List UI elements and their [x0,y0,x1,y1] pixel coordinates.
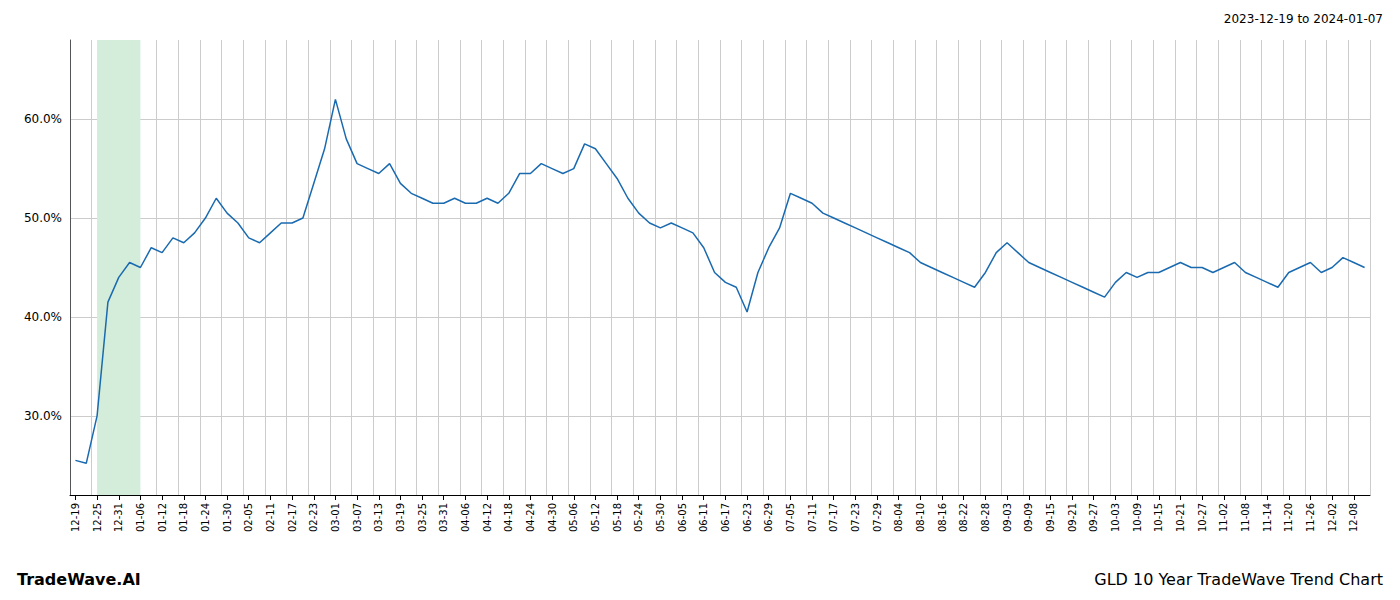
svg-text:07-17: 07-17 [828,503,839,532]
svg-text:06-23: 06-23 [742,503,753,532]
svg-text:08-16: 08-16 [937,503,948,532]
svg-text:12-31: 12-31 [113,503,124,532]
svg-text:07-05: 07-05 [785,503,796,532]
svg-text:10-15: 10-15 [1153,503,1164,532]
svg-text:TradeWave.AI: TradeWave.AI [17,570,141,589]
svg-text:10-09: 10-09 [1132,503,1143,532]
svg-text:02-17: 02-17 [287,503,298,532]
svg-text:01-24: 01-24 [200,503,211,532]
svg-text:03-13: 03-13 [373,503,384,532]
svg-text:05-12: 05-12 [590,503,601,532]
svg-text:06-17: 06-17 [720,503,731,532]
svg-text:10-03: 10-03 [1110,503,1121,532]
svg-text:11-02: 11-02 [1218,503,1229,532]
svg-text:04-24: 04-24 [525,503,536,532]
svg-text:01-06: 01-06 [135,503,146,532]
svg-text:11-14: 11-14 [1262,503,1273,532]
svg-text:60.0%: 60.0% [24,112,62,126]
svg-text:10-27: 10-27 [1197,503,1208,532]
svg-text:03-19: 03-19 [395,503,406,532]
svg-text:2023-12-19 to 2024-01-07: 2023-12-19 to 2024-01-07 [1224,12,1383,26]
svg-text:08-28: 08-28 [980,503,991,532]
svg-text:02-05: 02-05 [243,503,254,532]
svg-text:04-12: 04-12 [482,503,493,532]
svg-text:12-19: 12-19 [70,503,81,532]
svg-text:12-25: 12-25 [92,503,103,532]
svg-text:05-30: 05-30 [655,503,666,532]
svg-text:GLD 10 Year TradeWave Trend Ch: GLD 10 Year TradeWave Trend Chart [1094,570,1383,589]
svg-text:01-30: 01-30 [222,503,233,532]
svg-text:07-11: 07-11 [807,503,818,532]
svg-text:03-25: 03-25 [417,503,428,532]
svg-text:02-11: 02-11 [265,503,276,532]
svg-text:05-24: 05-24 [633,503,644,532]
svg-text:09-09: 09-09 [1023,503,1034,532]
svg-text:04-06: 04-06 [460,503,471,532]
svg-text:12-02: 12-02 [1327,503,1338,532]
svg-text:10-21: 10-21 [1175,503,1186,532]
svg-text:12-08: 12-08 [1348,503,1359,532]
svg-text:07-29: 07-29 [872,503,883,532]
svg-text:05-18: 05-18 [612,503,623,532]
svg-text:06-05: 06-05 [677,503,688,532]
svg-text:11-20: 11-20 [1283,503,1294,532]
svg-text:03-01: 03-01 [330,503,341,532]
svg-text:06-29: 06-29 [763,503,774,532]
svg-text:30.0%: 30.0% [24,409,62,423]
svg-text:08-22: 08-22 [958,503,969,532]
svg-text:07-23: 07-23 [850,503,861,532]
svg-text:40.0%: 40.0% [24,310,62,324]
svg-text:09-03: 09-03 [1002,503,1013,532]
svg-text:01-18: 01-18 [178,503,189,532]
svg-text:50.0%: 50.0% [24,211,62,225]
svg-text:02-23: 02-23 [308,503,319,532]
svg-text:05-06: 05-06 [568,503,579,532]
svg-text:04-18: 04-18 [503,503,514,532]
svg-text:11-26: 11-26 [1305,503,1316,532]
svg-text:08-10: 08-10 [915,503,926,532]
svg-text:11-08: 11-08 [1240,503,1251,532]
svg-text:04-30: 04-30 [547,503,558,532]
svg-text:09-21: 09-21 [1067,503,1078,532]
svg-text:06-11: 06-11 [698,503,709,532]
svg-text:03-07: 03-07 [352,503,363,532]
svg-text:03-31: 03-31 [438,503,449,532]
svg-text:09-15: 09-15 [1045,503,1056,532]
svg-text:09-27: 09-27 [1088,503,1099,532]
svg-text:01-12: 01-12 [157,503,168,532]
svg-text:08-04: 08-04 [893,503,904,532]
